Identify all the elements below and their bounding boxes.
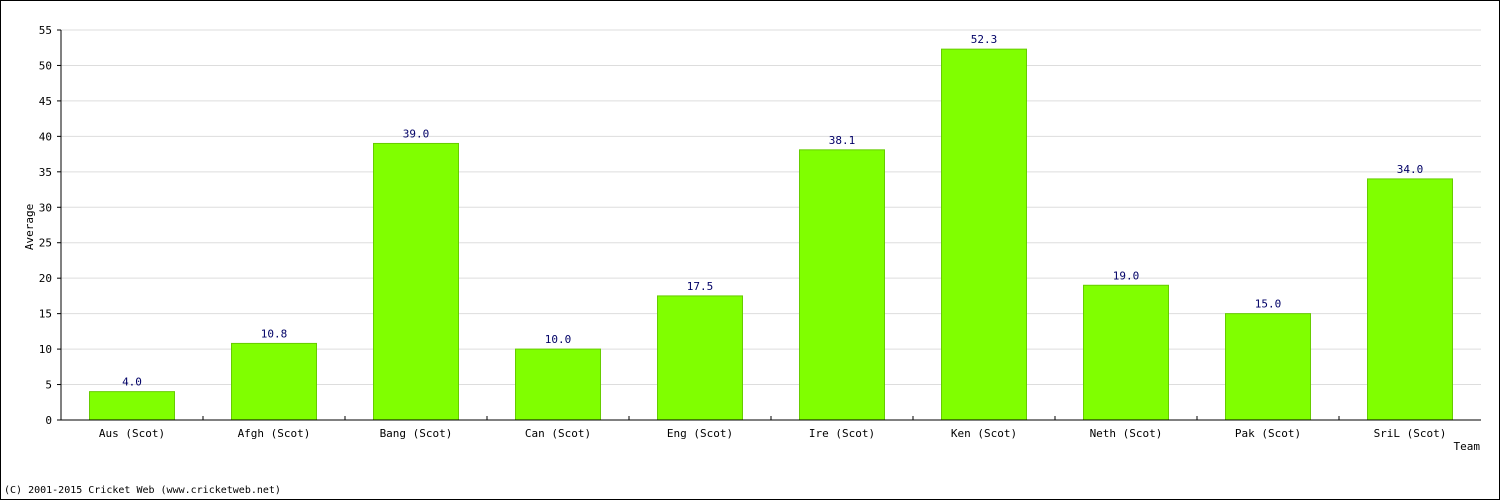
y-tick-label: 10 xyxy=(39,343,52,356)
bar-value-label: 10.0 xyxy=(545,333,572,346)
bar xyxy=(941,48,1027,421)
y-tick-label: 55 xyxy=(39,24,52,37)
bar-value-label: 34.0 xyxy=(1397,163,1424,176)
labels: 0 5 10 15 20 25 30 35 40 45 50 55 4.0 Aus (Scot) 10.8 A… xyxy=(39,24,1447,440)
x-tick-label: Ken (Scot) xyxy=(951,427,1017,440)
y-tick-label: 45 xyxy=(39,95,52,108)
y-tick-label: 20 xyxy=(39,272,52,285)
bar xyxy=(515,348,601,421)
x-tick-label: Neth (Scot) xyxy=(1090,427,1163,440)
x-tick-label: Pak (Scot) xyxy=(1235,427,1301,440)
x-tick-label: SriL (Scot) xyxy=(1374,427,1447,440)
copyright-text: (C) 2001-2015 Cricket Web (www.cricketwe… xyxy=(4,485,281,496)
y-tick-label: 5 xyxy=(45,379,52,392)
bar xyxy=(373,142,459,421)
bar-value-label: 17.5 xyxy=(687,280,714,293)
y-tick-label: 35 xyxy=(39,166,52,179)
bars xyxy=(89,48,1453,421)
y-tick-label: 50 xyxy=(39,59,52,72)
y-tick-label: 40 xyxy=(39,130,52,143)
y-tick-label: 15 xyxy=(39,308,52,321)
bar-value-label: 4.0 xyxy=(122,376,142,389)
x-tick-label: Ire (Scot) xyxy=(809,427,875,440)
bar-value-label: 39.0 xyxy=(403,127,430,140)
bar xyxy=(1225,313,1311,421)
bar-value-label: 19.0 xyxy=(1113,269,1140,282)
y-tick-label: 0 xyxy=(45,414,52,427)
bar-value-label: 52.3 xyxy=(971,33,998,46)
x-axis-label: Team xyxy=(1454,440,1481,453)
x-tick-label: Afgh (Scot) xyxy=(238,427,311,440)
x-tick-label: Bang (Scot) xyxy=(380,427,453,440)
x-tick-label: Aus (Scot) xyxy=(99,427,165,440)
bar-value-label: 15.0 xyxy=(1255,298,1282,311)
y-tick-label: 25 xyxy=(39,237,52,250)
bar xyxy=(1083,284,1169,421)
bar xyxy=(799,149,885,421)
bar xyxy=(1367,178,1453,421)
bar xyxy=(89,391,175,421)
y-axis-label: Average xyxy=(23,204,36,250)
bar xyxy=(657,295,743,421)
y-tick-label: 30 xyxy=(39,201,52,214)
bar-value-label: 38.1 xyxy=(829,134,856,147)
x-tick-label: Eng (Scot) xyxy=(667,427,733,440)
bar xyxy=(231,342,317,421)
bar-value-label: 10.8 xyxy=(261,327,288,340)
x-tick-label: Can (Scot) xyxy=(525,427,591,440)
axes xyxy=(57,29,1481,421)
